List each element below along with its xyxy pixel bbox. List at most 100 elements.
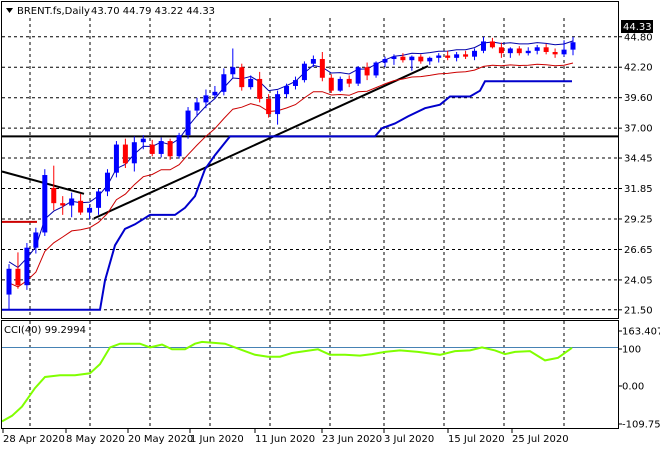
candle-body [6,268,12,295]
candle-body [525,50,531,54]
candle-body [60,203,66,206]
candle-body [489,41,495,48]
candle-body [96,191,102,208]
candle-body [266,98,272,115]
candle-body [230,67,236,75]
candle-body [454,54,460,58]
candle-body [310,59,316,64]
candle-body [409,56,415,61]
candle-body [319,59,325,78]
candle-body [480,41,486,51]
cci-tick-label: 100 [622,345,641,356]
candle-body [212,91,218,96]
candle-body [445,55,451,58]
candle-body [436,55,442,58]
time-tick-label: 1 Jun 2020 [190,434,244,445]
candle-body [391,56,397,60]
candle-body [292,80,298,86]
candle-body [570,42,576,50]
time-tick-label: 15 Jul 2020 [448,434,505,445]
candle-body [131,142,137,164]
candle-body [346,78,352,84]
price-tick-label: 39.60 [624,93,653,104]
price-tag-box [621,20,653,33]
cci-label: CCI(40) 99.2994 [4,325,86,336]
candle-body [69,198,75,206]
cci-panel-border [1,320,619,429]
candle-body [552,51,558,55]
candle-body [33,232,39,248]
price-tick-label: 26.65 [624,245,653,256]
price-axis: 44.80 42.20 39.60 37.00 34.45 31.85 29.25 26.65… [618,32,653,316]
current-price-tag: 44.33 [621,20,653,33]
price-tick-label: 31.85 [624,184,653,195]
current-price: 44.33 [623,22,652,33]
price-bands [2,40,574,311]
main-panel-border [1,1,619,319]
candle-body [149,144,155,154]
price-tick-label: 37.00 [624,124,653,135]
time-tick-label: 11 Jun 2020 [255,434,315,445]
candle-body [185,110,191,136]
upper-band-line [8,40,574,269]
candle-body [15,268,21,286]
chart-header: BRENT.fs,Daily 43.70 44.79 43.22 44.33 [6,6,215,17]
horizontal-levels [2,135,618,223]
candle-body [418,56,424,62]
up-trendline [93,65,429,220]
candle-body [78,200,84,213]
price-tick-label: 42.20 [624,63,653,74]
candle-body [301,63,307,81]
candle-body [87,207,93,213]
candle-body [463,54,469,57]
candle-body [194,102,200,111]
price-tick-label: 44.80 [624,32,653,43]
time-tick-label: 28 Apr 2020 [3,434,65,445]
candle-body [203,95,209,103]
candle-body [158,141,164,154]
channel-line [2,80,572,311]
candle-body [113,144,119,173]
lower-band-line [8,62,574,288]
candle-body [284,85,290,95]
candle-body [176,135,182,157]
price-tick-label: 29.25 [624,214,653,225]
candle-body [498,47,504,54]
candle-body [472,50,478,57]
candle-body [122,144,128,164]
candle-body [257,78,263,99]
candle-body [328,77,334,91]
candle-body [248,78,254,88]
dropdown-triangle-icon[interactable] [6,8,13,13]
candle-body [382,59,388,63]
time-tick-label: 23 Jun 2020 [322,434,382,445]
candle-body [400,56,406,61]
cci-panel [1,340,618,423]
candle-body [364,67,370,76]
cci-axis: 163.4073 100 0.00 -109.751 [618,327,660,431]
candle-body [355,67,361,84]
candle-body [373,62,379,76]
candle-body [167,141,173,157]
cci-tick-label: 163.4073 [622,327,660,338]
ohlc-values: 43.70 44.79 43.22 44.33 [91,6,215,17]
candle-body [239,67,245,88]
grid-lines [2,18,618,428]
candle-body [51,187,57,204]
price-tick-label: 21.50 [624,305,653,316]
price-tick-label: 34.45 [624,154,653,165]
candle-body [561,49,567,55]
candle-body [104,172,110,192]
time-tick-label: 8 May 2020 [66,434,125,445]
candle-body [42,175,48,233]
candle-body [534,47,540,51]
candle-body [275,94,281,115]
cci-line [1,340,573,423]
chart-frame [1,1,619,429]
candle-body [337,78,343,91]
price-tick-label: 24.05 [624,275,653,286]
time-tick-label: 20 May 2020 [128,434,193,445]
candle-body [24,247,30,286]
